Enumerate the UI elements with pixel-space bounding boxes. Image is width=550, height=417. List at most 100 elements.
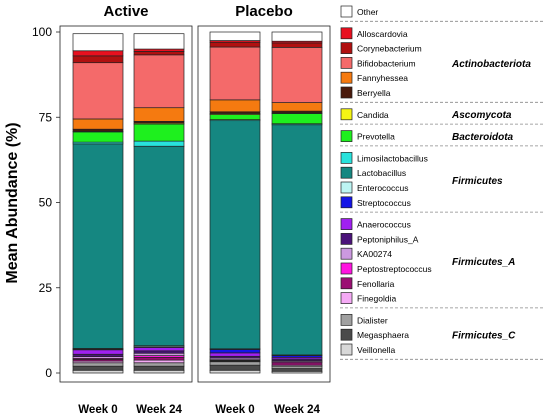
bar-segment-fannyhessea (72, 118, 124, 130)
legend-label: Veillonella (357, 345, 396, 355)
bar-segment-megasphaera (271, 368, 323, 372)
bar-segment-lactobacillus (72, 143, 124, 349)
legend-swatch (340, 166, 353, 179)
legend-group: Candida Ascomycota (340, 108, 512, 121)
y-tick-label: 25 (39, 281, 53, 295)
legend-swatch (340, 328, 353, 341)
legend-label: Candida (357, 110, 389, 120)
bar-segment-peptoniphilus-a (133, 350, 185, 354)
legend-label: Finegoldia (357, 294, 396, 304)
legend-phylum-label: Ascomycota (451, 110, 512, 121)
legend-phylum-label: Firmicutes_C (452, 331, 516, 342)
legend-label: Alloscardovia (357, 29, 408, 39)
bar-segment-bifidobacterium (133, 54, 185, 109)
bar-segment-dialister (271, 365, 323, 369)
bar-segment-other (271, 31, 323, 42)
legend-swatch (340, 196, 353, 209)
bar-segment-dialister (133, 362, 185, 367)
legend-phylum-label: Actinobacteriota (451, 59, 531, 70)
x-tick-label: Week 0 (215, 404, 254, 416)
legend-label: Berryella (357, 88, 391, 98)
plot-panels: Active Week 0 Week 24 Placebo Week 0 Week 24 (59, 3, 331, 416)
bar-segment-lactobacillus (271, 124, 323, 356)
bar-segment-other (72, 33, 124, 52)
bar-segment-dialister (209, 361, 261, 366)
legend-swatch (340, 218, 353, 230)
y-tick-label: 50 (39, 196, 53, 210)
legend-group: Dialister Megasphaera Veillonella Firmicute… (340, 314, 516, 356)
bar-segment-megasphaera (72, 365, 124, 371)
legend-swatch (340, 57, 353, 69)
bar-stack (72, 33, 124, 374)
bar-segment-peptoniphilus-a (72, 353, 124, 357)
bar-segment-anaerococcus (72, 349, 124, 355)
legend-swatch (340, 343, 353, 356)
legend-label: Peptostreptococcus (357, 264, 432, 274)
bar-stack (271, 31, 323, 374)
bar-segment-fannyhessea (209, 99, 261, 113)
bar-segment-limosilactobacillus (133, 140, 185, 147)
y-tick-label: 0 (45, 366, 52, 380)
legend-label: Peptoniphilus_A (357, 234, 419, 244)
panel-title: Active (103, 3, 148, 20)
legend-label: Megasphaera (357, 330, 409, 340)
legend-swatch (340, 130, 353, 142)
legend-label: Other (357, 7, 378, 17)
legend-swatch (340, 108, 353, 121)
bar-segment-other (133, 33, 185, 50)
legend-swatch (340, 233, 353, 245)
bar-segment-megasphaera (133, 365, 185, 371)
bar-segment-prevotella (271, 113, 323, 125)
legend-group: Other (340, 5, 378, 18)
legend-swatch (340, 42, 353, 54)
legend-swatch (340, 181, 353, 194)
bar-segment-fannyhessea (133, 107, 185, 122)
legend-label: Limosilactobacillus (357, 153, 428, 163)
legend-group: Anaerococcus Peptoniphilus_A KA00274 Peptos… (340, 218, 515, 304)
bar-segment-lactobacillus (133, 145, 185, 347)
panel-title: Placebo (235, 3, 293, 20)
y-axis-label: Mean Abundance (%) (4, 122, 21, 283)
bar-segment-veillonella (72, 369, 124, 374)
bar-stack (209, 31, 261, 374)
bar-segment-anaerococcus (209, 352, 261, 357)
bar-segment-fannyhessea (271, 102, 323, 112)
bar-segment-alloscardovia (72, 50, 124, 57)
x-tick-label: Week 24 (136, 404, 182, 416)
legend-group: Prevotella Bacteroidota (340, 130, 514, 143)
bar-segment-veillonella (209, 369, 261, 374)
legend-swatch (340, 262, 353, 275)
bar-segment-corynebacterium (271, 42, 323, 48)
legend-label: Dialister (357, 315, 388, 325)
bar-segment-bifidobacterium (271, 46, 323, 103)
x-tick-label: Week 0 (78, 404, 117, 416)
bar-segment-prevotella (133, 123, 185, 142)
bar-segment-fenollaria (133, 356, 185, 361)
bar-segment-alloscardovia (133, 48, 185, 52)
panel-frame (197, 25, 331, 383)
legend-label: Lactobacillus (357, 168, 406, 178)
legend-label: KA00274 (357, 249, 392, 259)
legend-swatch (340, 86, 353, 99)
legend-label: Fannyhessea (357, 73, 408, 83)
bar-segment-anaerococcus (133, 347, 185, 352)
bar-segment-bifidobacterium (72, 62, 124, 120)
bar-segment-corynebacterium (209, 41, 261, 48)
legend-swatch (340, 71, 353, 84)
bar-segment-bifidobacterium (209, 46, 261, 101)
legend-label: Enterococcus (357, 183, 409, 193)
bar-segment-streptococcus (209, 349, 261, 354)
legend-group: Limosilactobacillus Lactobacillus Enteroco… (340, 152, 503, 209)
legend-label: Anaerococcus (357, 220, 411, 230)
bar-segment-lactobacillus (209, 120, 261, 350)
legend-label: Bifidobacterium (357, 58, 416, 68)
bar-segment-finegoldia (133, 359, 185, 364)
legend: Other Alloscardovia Corynebacterium Bifidob… (340, 5, 545, 360)
legend-swatch (340, 277, 353, 290)
bar-segment-corynebacterium (72, 55, 124, 64)
legend-swatch (340, 5, 353, 18)
bar-segment-fenollaria (271, 362, 323, 366)
legend-swatch (340, 27, 353, 40)
legend-swatch (340, 314, 353, 326)
